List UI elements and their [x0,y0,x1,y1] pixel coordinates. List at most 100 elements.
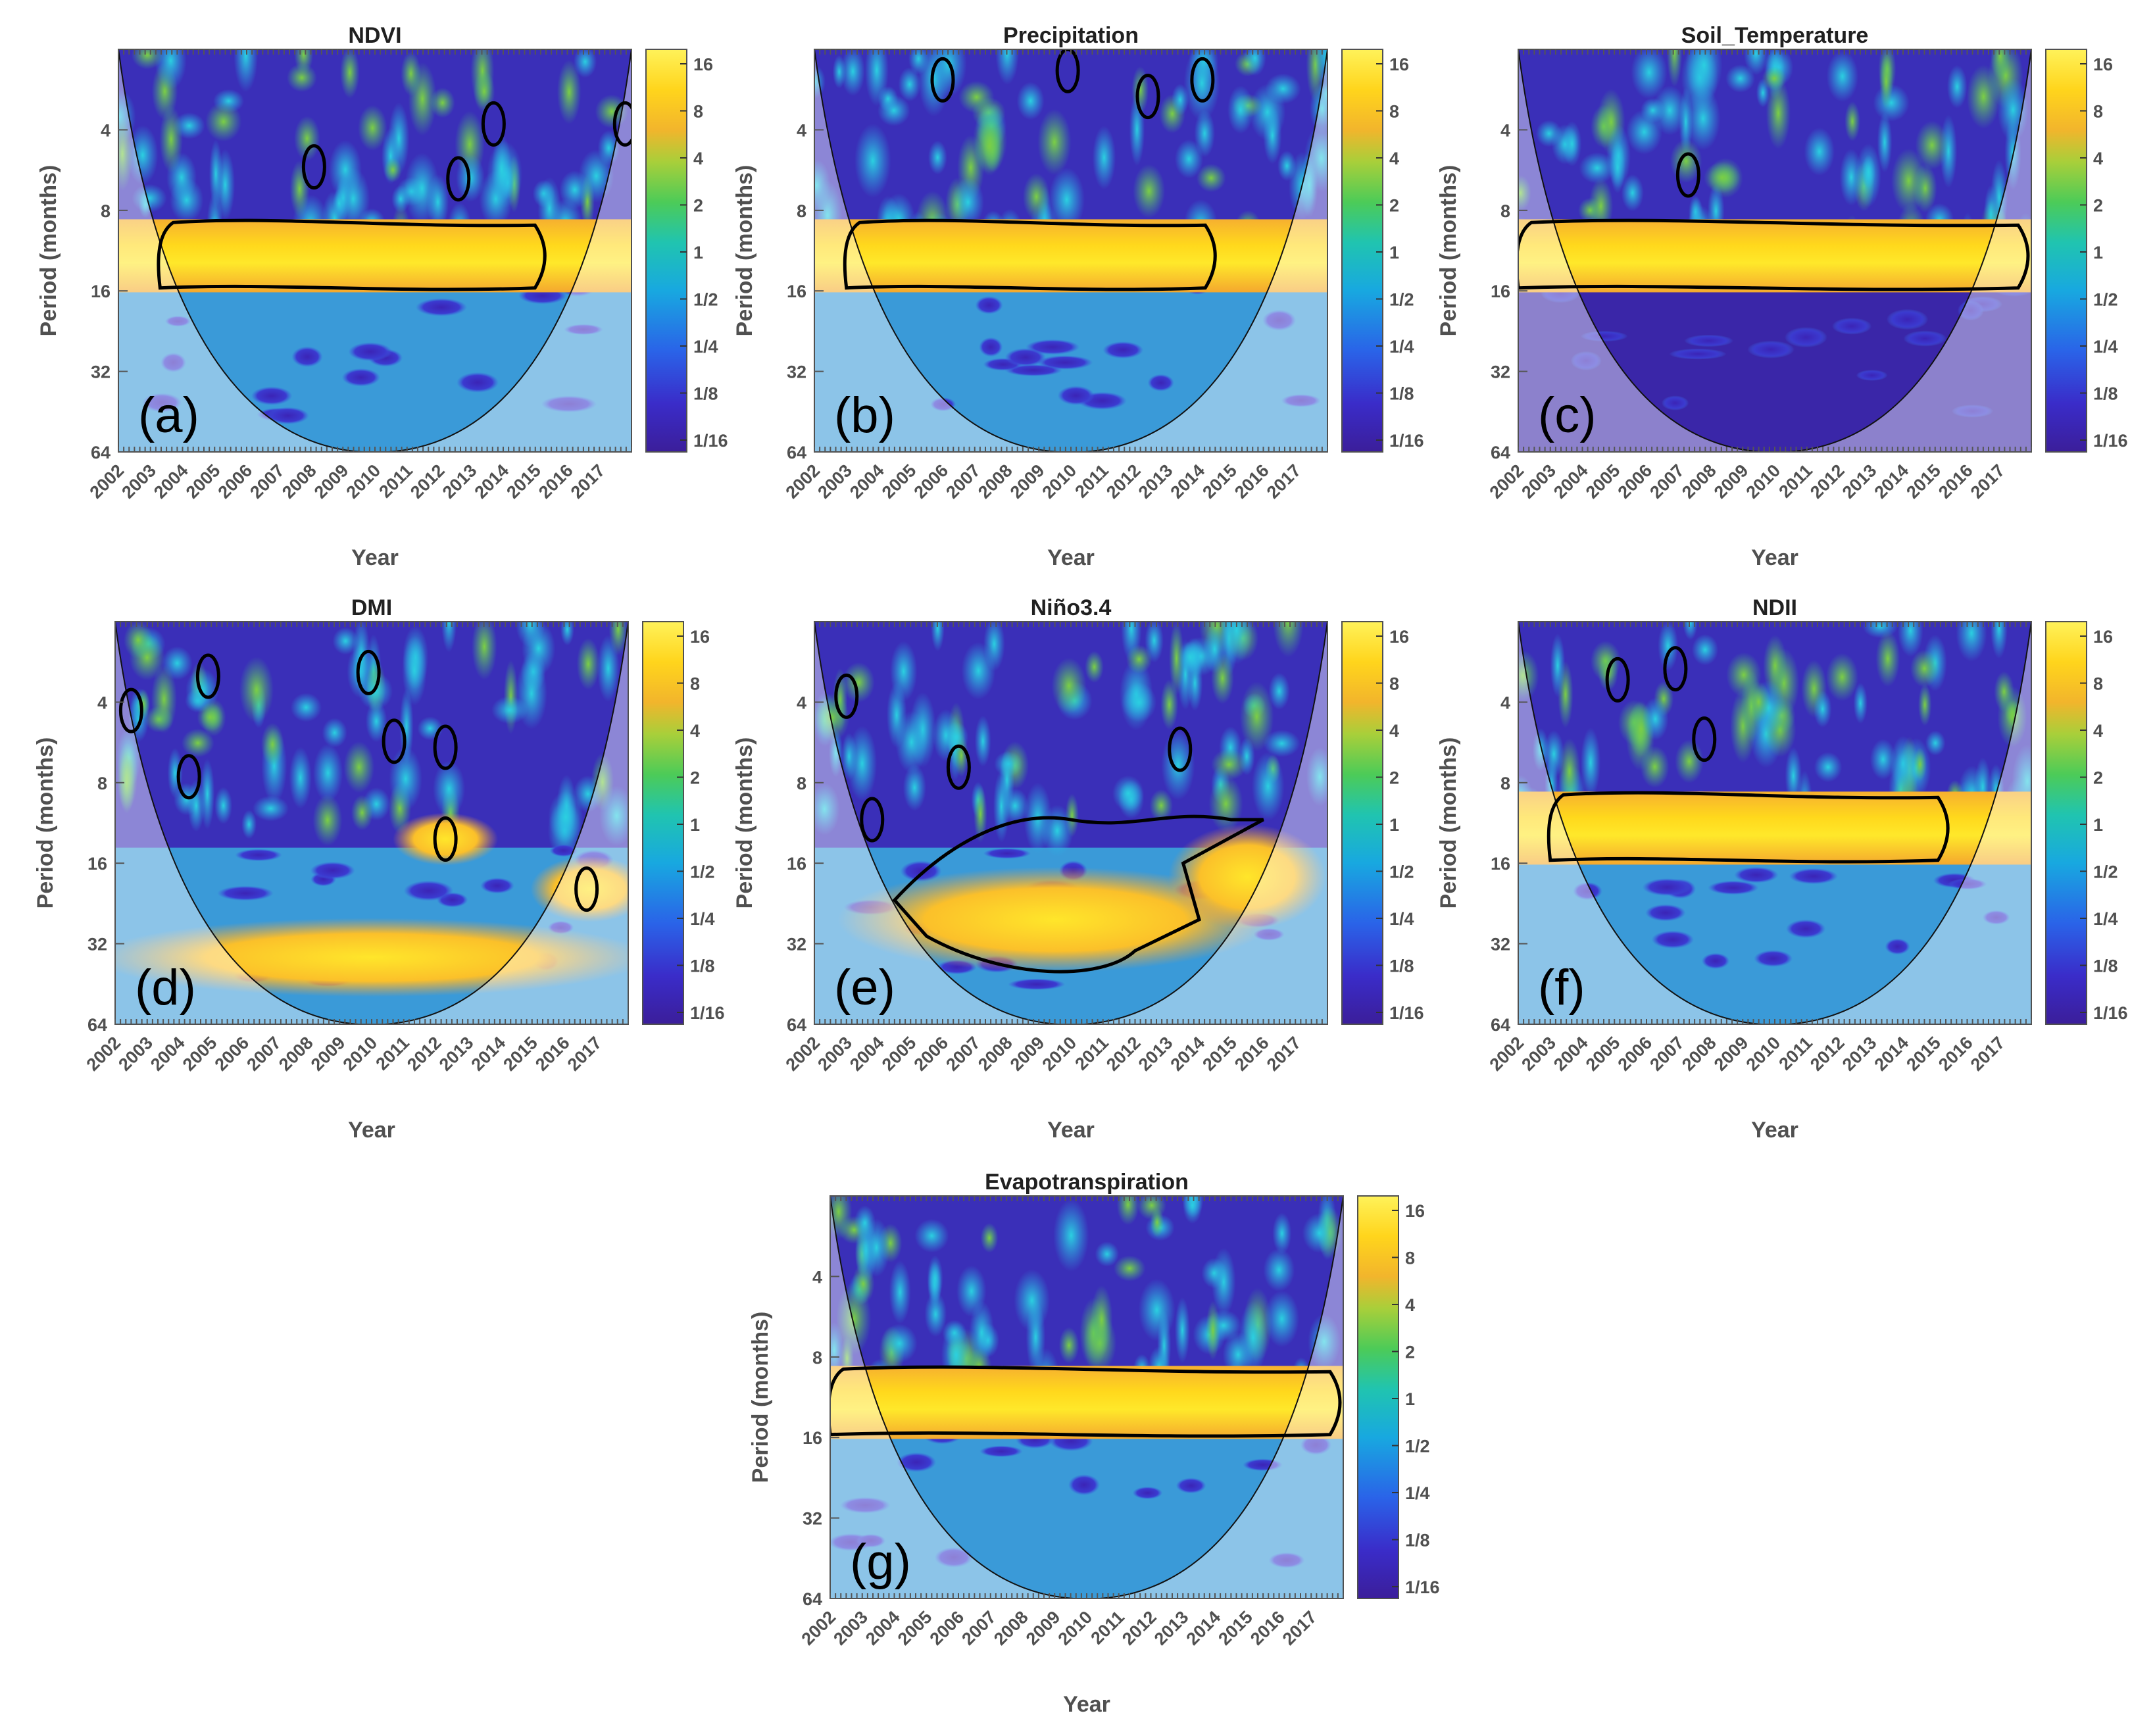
power-blob [1149,789,1174,822]
power-blob [322,718,347,748]
x-tick-label: 2014 [1871,1033,1913,1075]
cone-of-influence [1518,622,2031,1024]
significance-island [1190,57,1215,103]
colorbar-tick-label: 2 [2093,768,2103,788]
power-blob [1631,49,1668,99]
y-tick-label: 64 [1491,443,1510,462]
power-blob [1300,151,1318,218]
x-tick-label: 2016 [1231,460,1273,503]
power-blob [980,1223,999,1253]
power-blob [1112,775,1145,812]
significance-island [1168,726,1193,772]
low-power-blob [1068,1474,1100,1496]
x-tick-label: 2014 [471,460,513,503]
low-power-blob [341,368,380,387]
coi-shade-left [830,1196,1074,1599]
x-tick-label: 2016 [1935,460,1977,503]
power-blob [1308,1314,1341,1370]
x-tick-label: 2007 [958,1607,1000,1649]
low-power-blob [1701,953,1730,970]
power-blob [1879,54,1893,109]
heatmap-e [814,622,1327,1024]
power-blob [1113,1255,1146,1281]
y-tick-label: 32 [91,362,111,382]
x-tick-label: 2013 [1135,1033,1177,1075]
power-blob [1875,630,1900,687]
x-tick-label: 2002 [798,1607,840,1649]
x-axis-label: Year [1751,545,1798,570]
colorbar-tick-label: 1/16 [2093,431,2128,451]
power-blob [118,116,133,191]
power-blob [931,622,945,652]
low-power-blob [235,849,282,862]
low-power-blob [1734,866,1779,883]
power-blob [286,63,317,92]
y-tick-label: 4 [812,1267,822,1287]
power-blob [289,747,312,809]
x-tick-label: 2017 [1263,460,1305,503]
low-power-blob [1570,351,1602,371]
power-blob [1666,49,1683,87]
colorbar-tick-label: 2 [690,768,700,788]
power-blob [1845,101,1860,141]
y-tick-label: 32 [87,935,107,955]
power-blob [1085,651,1104,683]
power-blob [1196,164,1226,193]
x-tick-label: 2003 [830,1607,872,1649]
power-blob [1037,109,1072,176]
low-power-blob [1281,394,1321,407]
colorbar-tick-label: 16 [2093,55,2113,74]
power-blob [1910,649,1939,688]
heatmap-d [115,622,628,1024]
panel-g: Evapotranspiration (g) 4 8 16 32 64 Period (mon… [748,1170,1440,1717]
power-blob [1652,86,1687,136]
power-blob [253,795,289,822]
x-tick-label: 2014 [1871,460,1913,503]
power-blob [1918,683,1932,726]
x-tick-label: 2005 [179,1033,221,1075]
power-blob [471,622,497,680]
x-axis-label: Year [1751,1118,1798,1143]
low-power-blob [856,1533,886,1548]
power-blob [1691,633,1719,666]
x-tick-label: 2011 [1775,460,1816,502]
panel-letter: (c) [1538,387,1597,443]
heatmap-f [1518,622,2031,1024]
power-blob [1251,752,1285,821]
power-blob [239,657,274,724]
panel-letter: (d) [135,960,196,1016]
power-blob [599,785,628,847]
power-blob [1580,727,1601,798]
low-power-blob [1102,341,1144,359]
low-power-blob [1754,950,1793,967]
x-tick-label: 2012 [1118,1607,1160,1649]
x-tick-label: 2005 [878,1033,920,1075]
y-tick-label: 64 [787,1015,806,1035]
x-tick-label: 2010 [1039,1033,1081,1075]
x-tick-label: 2013 [1135,460,1177,503]
power-blob [1306,747,1327,806]
x-tick-label: 2009 [1006,1033,1049,1075]
x-tick-label: 2006 [214,460,257,503]
colorbar [1341,49,1383,453]
power-blob [814,782,840,835]
colorbar-tick-label: 8 [1405,1249,1415,1268]
y-tick-label: 32 [1491,935,1510,955]
low-power-blob [1132,1486,1163,1500]
power-blob [1208,775,1243,833]
low-power-blob [839,1497,891,1514]
colorbar-tick-label: 8 [693,102,703,122]
coi-shade-left [1518,49,1762,452]
power-blob [1243,49,1266,76]
power-blob [576,637,600,690]
colorbar-tick-label: 1/8 [690,956,715,976]
power-blob [1891,148,1927,214]
power-blob [1169,622,1185,696]
power-blob [1263,107,1282,164]
y-axis-label: Period (months) [748,1312,773,1483]
power-blob [1915,120,1949,170]
power-blob [1990,622,2008,659]
panel-letter: (g) [850,1534,911,1590]
y-tick-label: 32 [1491,362,1510,382]
